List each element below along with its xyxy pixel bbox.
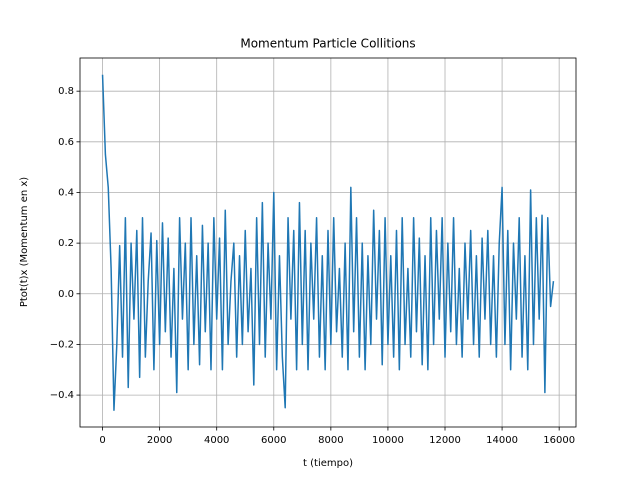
x-tick-label: 2000 <box>147 435 172 446</box>
x-tick-label: 16000 <box>543 435 575 446</box>
chart-title: Momentum Particle Collitions <box>240 37 415 51</box>
y-tick-label: 0.2 <box>58 238 74 249</box>
x-axis-label: t (tiempo) <box>303 458 353 469</box>
x-tick-label: 0 <box>99 435 105 446</box>
x-tick-label: 14000 <box>486 435 518 446</box>
y-tick-label: −0.4 <box>50 390 74 401</box>
x-tick-label: 4000 <box>204 435 229 446</box>
x-tick-label: 12000 <box>429 435 461 446</box>
x-tick-label: 8000 <box>318 435 343 446</box>
y-axis-label: Ptot(t)x (Momentum en x) <box>19 177 30 307</box>
data-line <box>101 74 555 412</box>
y-tick-label: 0.6 <box>58 137 74 148</box>
plot-frame <box>79 57 577 428</box>
y-tick-label: −0.2 <box>50 339 74 350</box>
y-tick-label: 0.4 <box>58 187 74 198</box>
x-tick-label: 6000 <box>261 435 286 446</box>
y-tick-label: 0.8 <box>58 86 74 97</box>
x-tick-label: 10000 <box>372 435 404 446</box>
y-tick-label: 0.0 <box>58 289 74 300</box>
